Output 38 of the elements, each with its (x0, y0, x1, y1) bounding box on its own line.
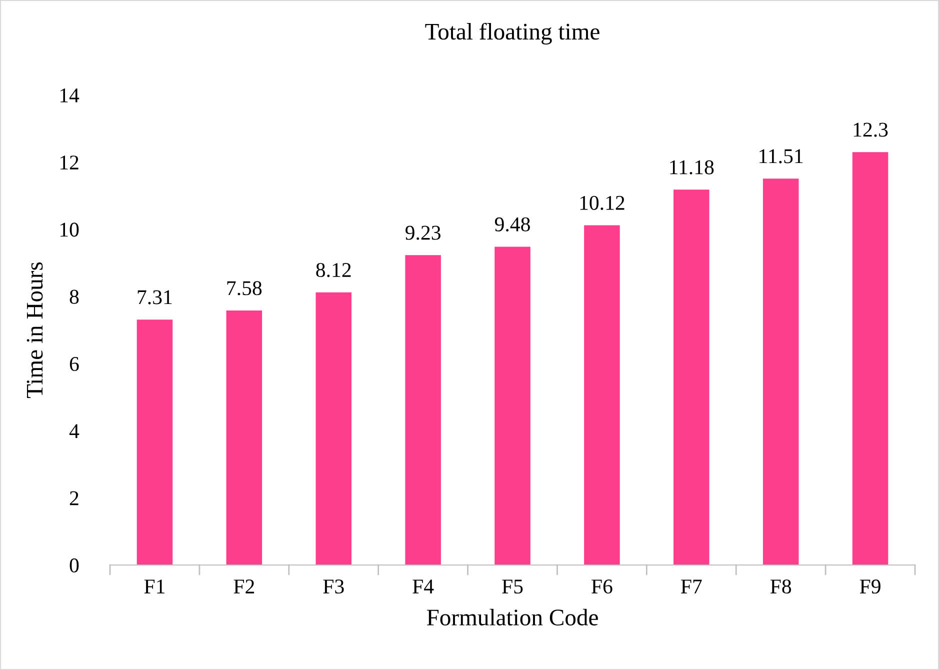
data-label: 7.31 (138, 290, 172, 304)
y-tick-label: 2 (70, 491, 78, 506)
x-tick-label: F3 (323, 580, 344, 594)
y-tick-label: 12 (60, 156, 78, 170)
x-tick-label: F9 (860, 580, 880, 594)
x-tick-label: F5 (502, 580, 523, 594)
y-tick-label: 14 (60, 88, 80, 102)
x-tick-label: F2 (234, 580, 254, 594)
data-label: 7.58 (227, 281, 262, 296)
bar (316, 292, 352, 565)
x-axis-title: Formulation Code (426, 608, 598, 626)
y-tick-label: 0 (70, 558, 79, 572)
bar (494, 246, 530, 565)
x-tick-label: F1 (144, 580, 164, 594)
x-tick-label: F4 (412, 580, 434, 594)
data-label: 12.3 (854, 122, 888, 137)
y-tick-label: 4 (69, 424, 80, 438)
data-label: 11.18 (670, 160, 714, 174)
y-tick-label: 8 (70, 290, 79, 304)
data-label: 10.12 (580, 196, 624, 210)
bar (226, 310, 262, 565)
data-label: 9.48 (494, 217, 530, 232)
y-tick-label: 6 (70, 357, 79, 372)
data-label: 11.51 (760, 149, 803, 164)
x-tick-label: F6 (592, 580, 612, 594)
bar (674, 190, 710, 565)
y-axis-title: Time in Hours (26, 262, 43, 398)
data-label: 8.12 (316, 263, 351, 278)
bar (762, 178, 799, 565)
bar (136, 320, 173, 565)
data-label: 9.23 (405, 226, 440, 240)
bar (852, 152, 888, 565)
bar (405, 255, 441, 565)
x-tick-label: F8 (770, 579, 792, 594)
y-tick-label: 10 (60, 222, 79, 237)
x-tick-label: F7 (680, 580, 702, 594)
bar (584, 225, 620, 565)
chart-title: Total floating time (425, 22, 600, 45)
